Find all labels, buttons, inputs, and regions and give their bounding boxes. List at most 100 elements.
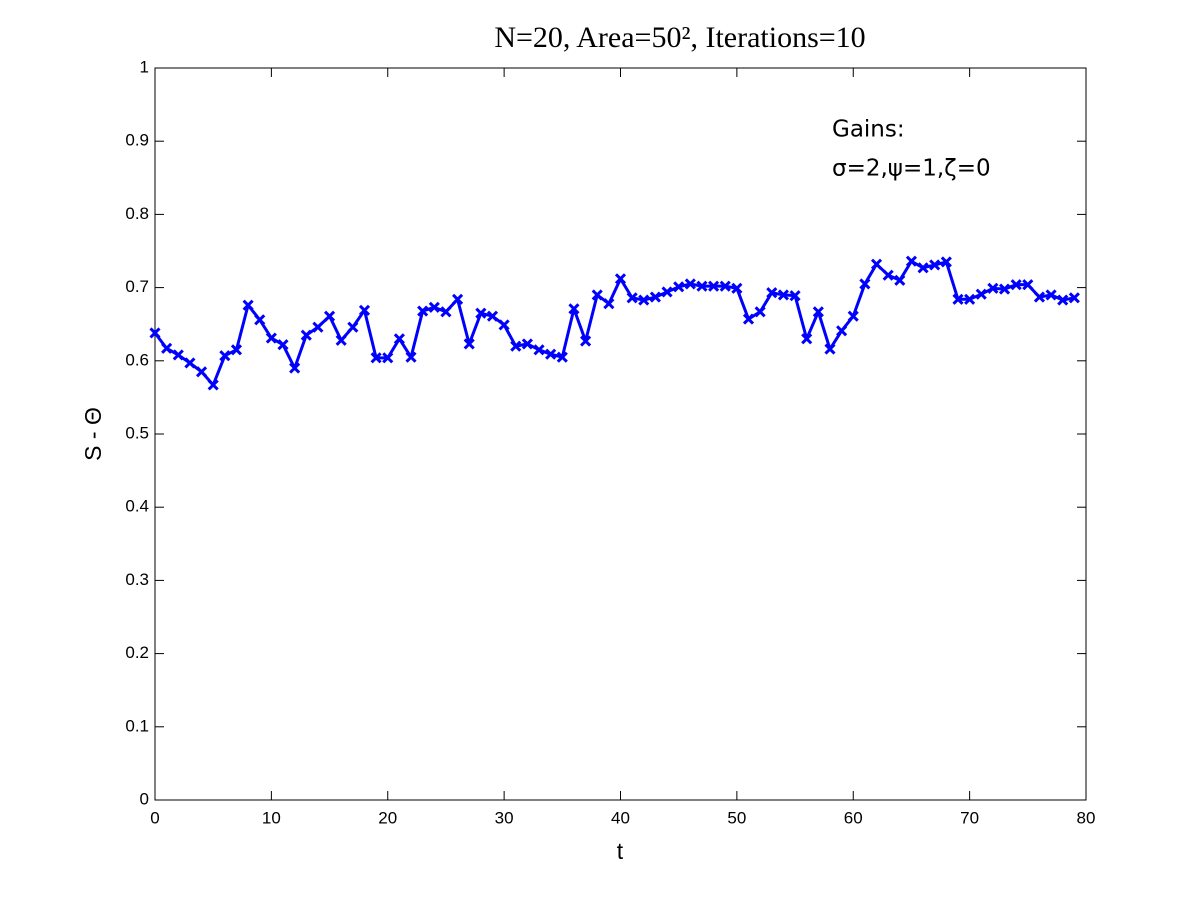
point-marker: [824, 343, 836, 355]
point-marker: [1010, 279, 1022, 291]
point-marker: [719, 280, 731, 292]
x-tick-label: 80: [1077, 808, 1096, 827]
point-marker: [149, 327, 161, 339]
y-tick-label: 0.9: [125, 131, 149, 150]
point-marker: [998, 283, 1011, 295]
point-marker: [801, 333, 813, 345]
chart-title: N=20, Area=50², Iterations=10: [494, 21, 865, 54]
point-marker: [859, 278, 871, 290]
point-marker: [836, 325, 848, 337]
x-tick-label: 10: [262, 808, 281, 827]
point-marker: [195, 366, 208, 378]
point-marker: [847, 310, 859, 322]
point-marker: [440, 306, 452, 318]
point-marker: [324, 310, 336, 322]
point-marker: [172, 349, 184, 361]
point-marker: [940, 256, 952, 268]
point-marker: [382, 352, 394, 364]
point-marker: [870, 258, 883, 270]
point-marker: [638, 294, 650, 306]
point-marker: [161, 342, 173, 354]
point-marker: [545, 348, 557, 360]
x-tick-label: 60: [844, 808, 863, 827]
y-tick-label: 0.2: [125, 643, 149, 662]
point-marker: [533, 344, 545, 356]
point-marker: [917, 262, 929, 274]
point-marker: [964, 293, 976, 305]
point-marker: [207, 379, 219, 391]
y-tick-label: 0.8: [125, 204, 149, 223]
annotation: Gains:: [832, 117, 905, 143]
point-marker: [475, 307, 487, 319]
x-tick-label: 70: [960, 808, 979, 827]
y-tick-label: 0.3: [125, 570, 149, 589]
y-tick-label: 0.1: [125, 716, 149, 735]
point-marker: [254, 314, 266, 326]
point-marker: [696, 280, 708, 292]
point-marker: [742, 313, 755, 325]
point-marker: [754, 306, 766, 318]
point-marker: [230, 344, 243, 356]
point-marker: [521, 338, 533, 350]
point-marker: [568, 303, 580, 315]
point-marker: [1022, 279, 1034, 291]
point-marker: [603, 298, 615, 310]
x-axis-label: t: [617, 838, 624, 864]
point-marker: [1068, 292, 1080, 304]
y-tick-label: 0.7: [125, 277, 149, 296]
annotation: σ=2,ψ=1,ζ=0: [832, 156, 991, 182]
point-marker: [766, 287, 778, 299]
point-marker: [731, 282, 743, 294]
point-marker: [184, 357, 196, 369]
point-marker: [277, 339, 289, 351]
point-marker: [673, 281, 685, 293]
point-marker: [556, 351, 568, 363]
y-tick-label: 0.5: [125, 423, 149, 442]
y-tick-label: 1: [140, 57, 149, 76]
point-marker: [812, 306, 824, 318]
point-marker: [649, 291, 661, 303]
point-marker: [393, 333, 405, 345]
point-marker: [498, 319, 510, 331]
point-marker: [452, 293, 464, 305]
point-marker: [510, 340, 522, 352]
point-marker: [347, 321, 359, 333]
point-marker: [1057, 294, 1069, 306]
point-marker: [312, 321, 324, 333]
point-marker: [335, 334, 347, 346]
point-marker: [882, 269, 894, 281]
point-marker: [905, 255, 917, 267]
point-marker: [929, 259, 941, 271]
point-marker: [289, 362, 301, 374]
plot-box: [154, 67, 1087, 801]
point-marker: [894, 274, 906, 286]
point-marker: [358, 304, 371, 316]
x-tick-label: 20: [378, 808, 397, 827]
point-marker: [300, 329, 312, 341]
point-marker: [486, 310, 499, 322]
point-marker: [417, 305, 429, 317]
point-marker: [975, 288, 987, 300]
point-marker: [777, 289, 789, 301]
point-marker: [987, 282, 999, 294]
point-marker: [661, 286, 673, 298]
x-tick-label: 40: [611, 808, 630, 827]
point-marker: [614, 273, 627, 285]
point-marker: [463, 338, 475, 350]
point-marker: [626, 292, 638, 304]
point-marker: [242, 299, 254, 311]
point-marker: [370, 352, 382, 364]
point-marker: [219, 350, 231, 362]
point-marker: [789, 290, 801, 302]
x-tick-label: 30: [495, 808, 514, 827]
point-marker: [684, 278, 696, 290]
point-marker: [265, 332, 277, 344]
point-marker: [591, 289, 603, 301]
point-marker: [428, 301, 440, 313]
point-marker: [1033, 291, 1046, 303]
point-marker: [708, 280, 720, 292]
point-marker: [405, 351, 417, 363]
y-tick-label: 0.6: [125, 350, 149, 369]
x-tick-label: 50: [727, 808, 746, 827]
